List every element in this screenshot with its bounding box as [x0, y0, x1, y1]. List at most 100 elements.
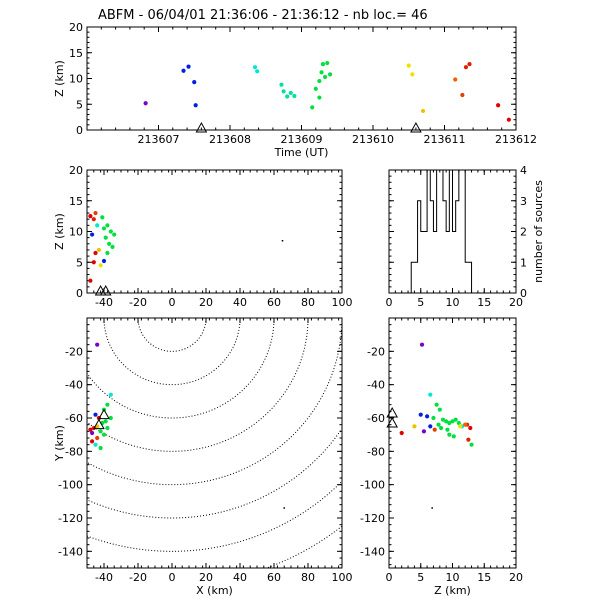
- x-tick-label: -40: [95, 296, 113, 309]
- data-point: [428, 392, 433, 397]
- data-point: [98, 445, 103, 451]
- data-point: [463, 422, 468, 427]
- x-tick-label: 0: [386, 571, 393, 584]
- y-tick-label: -60: [65, 412, 83, 425]
- data-point: [112, 232, 117, 237]
- y-axis-label: number of sources: [532, 180, 545, 283]
- x-tick-label: 20: [199, 296, 213, 309]
- y-tick-label: 20: [69, 21, 83, 34]
- data-point: [88, 427, 93, 432]
- y-axis-label: Y (km): [53, 425, 66, 462]
- data-point: [101, 226, 107, 231]
- x-tick-label: -20: [129, 571, 147, 584]
- y-tick-label: 1: [520, 256, 527, 269]
- plot-frame: [86, 26, 517, 131]
- y-tick-label: 2: [520, 226, 527, 239]
- x-tick-label: 80: [301, 296, 315, 309]
- data-point: [438, 425, 444, 431]
- data-point: [425, 414, 430, 419]
- data-point: [436, 422, 441, 427]
- data-point: [468, 425, 473, 431]
- data-point: [90, 430, 95, 436]
- data-point: [252, 65, 258, 70]
- data-point: [105, 402, 110, 407]
- x-tick-label: 213611: [424, 133, 466, 146]
- data-point: [181, 68, 186, 73]
- x-axis-label: Time (UT): [274, 146, 329, 159]
- x-tick-label: 40: [233, 296, 247, 309]
- data-point: [93, 412, 98, 417]
- data-point: [108, 392, 113, 397]
- y-tick-label: 4: [520, 164, 527, 177]
- data-point: [101, 258, 107, 264]
- data-point: [93, 442, 98, 447]
- y-tick-label: -40: [367, 379, 385, 392]
- y-axis-label: Z (km): [53, 213, 66, 250]
- x-tick-label: 213609: [281, 133, 323, 146]
- y-tick-label: 0: [76, 124, 83, 137]
- y-tick-label: -100: [360, 479, 385, 492]
- x-tick-label: 213610: [352, 133, 394, 146]
- y-tick-label: 3: [520, 195, 527, 208]
- x-tick-label: 20: [509, 571, 523, 584]
- data-point: [431, 507, 434, 509]
- time-panel: 213607 213608 213609 213610 213611 213612 0 5 10…: [53, 21, 537, 159]
- y-tick-label: 0: [520, 287, 527, 300]
- data-point: [98, 429, 103, 434]
- data-point: [440, 417, 446, 422]
- x-tick-label: -40: [95, 571, 113, 584]
- data-point: [105, 250, 110, 256]
- data-point: [456, 420, 461, 426]
- data-point: [322, 74, 328, 80]
- station-marker: [386, 416, 399, 428]
- data-point: [288, 90, 293, 96]
- data-point: [103, 419, 108, 424]
- data-point: [445, 427, 450, 432]
- x-tick-label: 15: [477, 571, 491, 584]
- x-axis-label: Z (km): [434, 584, 471, 597]
- y-tick-label: 20: [69, 164, 83, 177]
- data-point: [506, 117, 511, 122]
- y-tick-label: 5: [76, 98, 83, 111]
- data-point: [91, 217, 96, 222]
- data-point: [453, 77, 458, 82]
- station-marker: [99, 284, 112, 296]
- station-marker: [98, 408, 110, 420]
- y-tick-label: 10: [69, 226, 83, 239]
- x-tick-label: 15: [477, 296, 491, 309]
- x-tick-label: 100: [332, 571, 353, 584]
- data-point: [453, 417, 458, 422]
- data-point: [421, 429, 427, 434]
- y-tick-label: -60: [367, 412, 385, 425]
- y-tick-label: -140: [360, 545, 385, 558]
- data-point: [419, 342, 425, 347]
- data-point: [88, 278, 93, 283]
- data-point: [406, 63, 411, 68]
- y-tick-label: 10: [69, 73, 83, 86]
- data-point: [108, 415, 113, 421]
- data-point: [420, 108, 426, 114]
- x-axis-label: X (km): [196, 584, 233, 597]
- data-point: [90, 439, 95, 444]
- x-tick-label: 5: [417, 296, 424, 309]
- data-point: [143, 101, 148, 106]
- y-tick-label: 0: [76, 287, 83, 300]
- data-point: [447, 420, 452, 426]
- data-point: [496, 103, 501, 108]
- data-point: [458, 424, 463, 429]
- x-tick-label: 100: [332, 296, 353, 309]
- data-point: [431, 415, 436, 421]
- data-point: [193, 103, 198, 108]
- data-point: [88, 214, 93, 219]
- range-rings: [87, 318, 342, 568]
- y-tick-label: 15: [69, 47, 83, 60]
- data-point: [328, 72, 333, 77]
- x-tick-label: 10: [446, 571, 460, 584]
- data-point: [281, 239, 284, 242]
- data-point: [310, 105, 315, 110]
- data-point: [319, 70, 324, 75]
- xz-panel: -40 -20 0 20 40 60 80 100 0 5 10 15 20 Z (km): [53, 164, 353, 309]
- xy-panel: -40 -20 0 20 40 60 80 100 -140 -120 -100 -80 -60 -40 -…: [53, 317, 353, 597]
- data-point: [313, 86, 318, 91]
- data-point: [410, 72, 415, 77]
